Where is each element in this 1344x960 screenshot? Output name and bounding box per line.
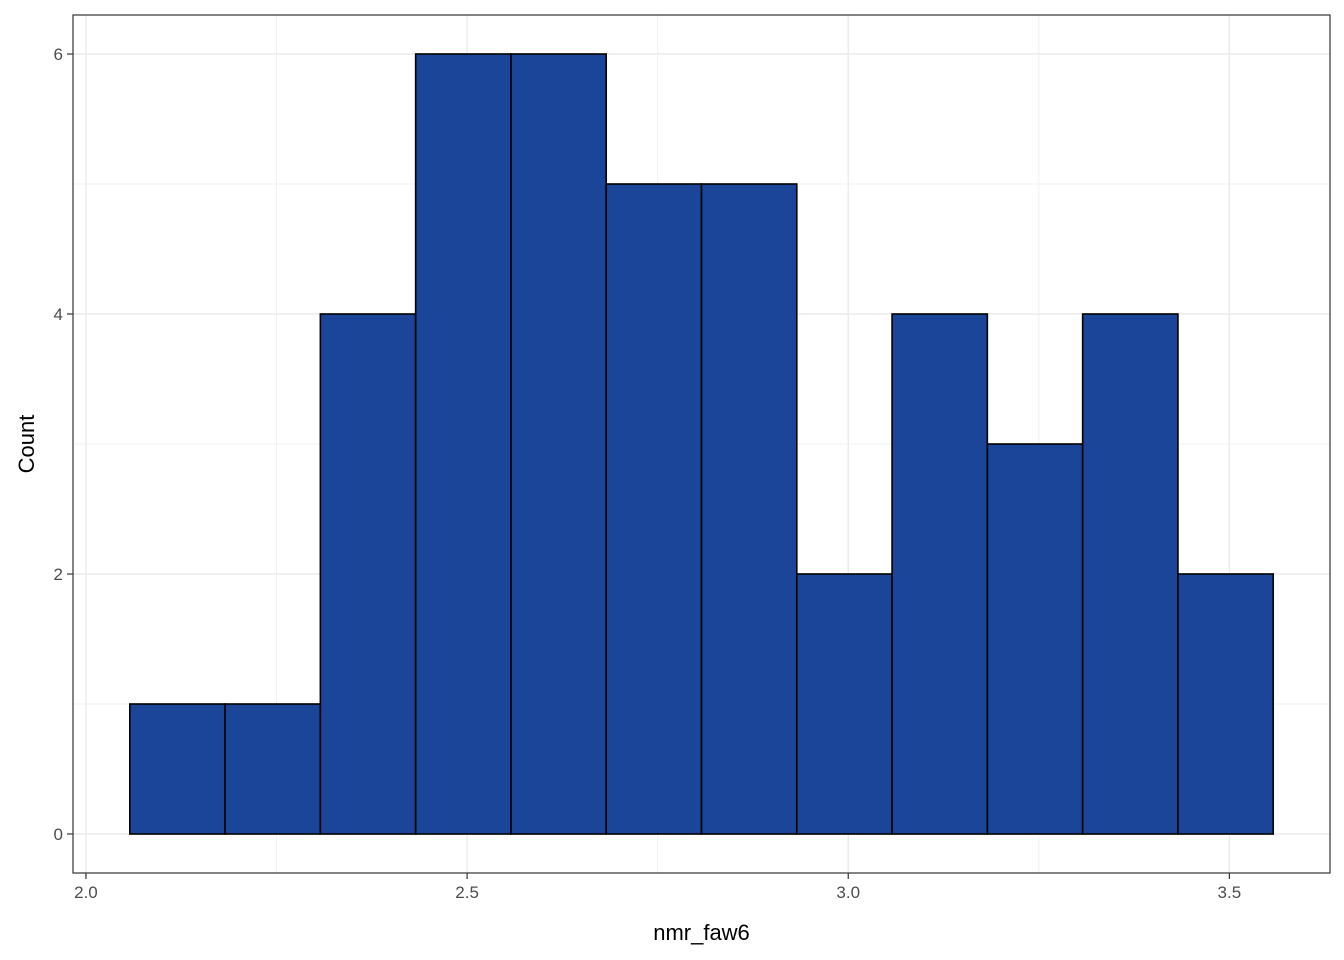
y-tick-label: 4 bbox=[54, 305, 63, 324]
x-tick-label: 3.5 bbox=[1218, 883, 1242, 902]
histogram-bar bbox=[795, 573, 893, 835]
histogram-bar bbox=[414, 53, 512, 835]
histogram-bar bbox=[1177, 573, 1275, 835]
x-tick-label: 2.5 bbox=[455, 883, 479, 902]
histogram-bar bbox=[891, 313, 989, 835]
axis-ticks: 2.0 2.5 3.0 3.5 0 2 4 6 bbox=[54, 45, 1242, 902]
bars-group bbox=[128, 53, 1275, 835]
histogram-bar bbox=[128, 703, 226, 835]
histogram-bar bbox=[510, 53, 608, 835]
histogram-bar bbox=[700, 183, 798, 835]
x-tick-label: 2.0 bbox=[74, 883, 98, 902]
histogram-bar bbox=[319, 313, 417, 835]
x-axis-title: nmr_faw6 bbox=[653, 920, 750, 945]
y-axis-title: Count bbox=[14, 415, 39, 474]
x-tick-label: 3.0 bbox=[836, 883, 860, 902]
y-tick-label: 6 bbox=[54, 45, 63, 64]
y-tick-label: 0 bbox=[54, 825, 63, 844]
histogram-bar bbox=[224, 703, 322, 835]
y-tick-label: 2 bbox=[54, 565, 63, 584]
histogram-bar bbox=[986, 443, 1084, 835]
histogram-bar bbox=[1081, 313, 1179, 835]
plot-panel-border bbox=[72, 14, 1331, 874]
histogram-bar bbox=[605, 183, 703, 835]
